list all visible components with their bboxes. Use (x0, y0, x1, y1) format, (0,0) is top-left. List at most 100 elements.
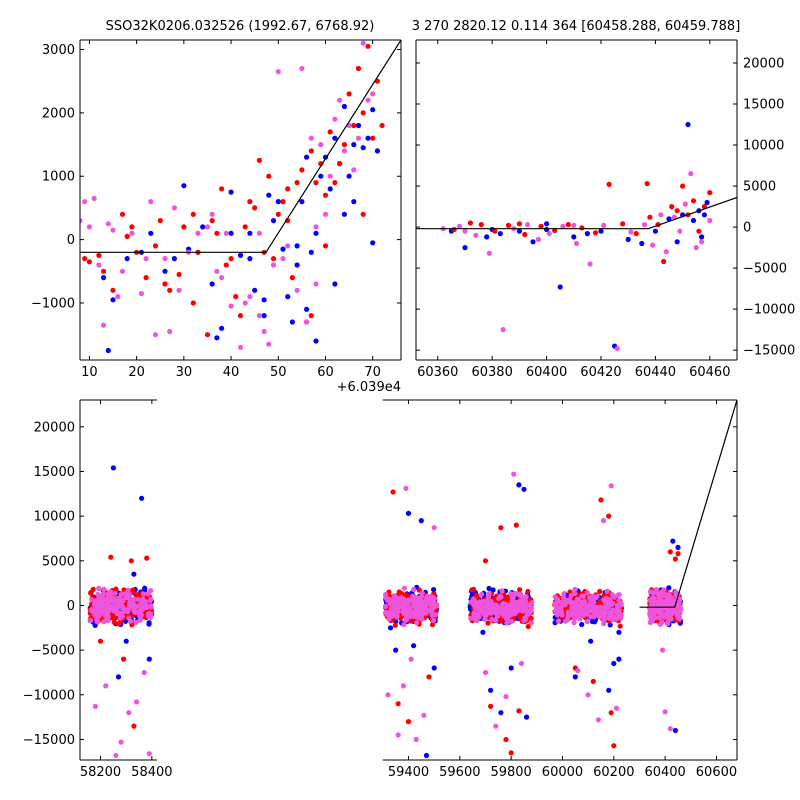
data-point-blue (675, 544, 681, 551)
data-point-pink (139, 603, 145, 609)
data-point-blue (351, 199, 357, 205)
data-point-pink (659, 589, 665, 595)
data-point-pink (555, 618, 562, 624)
data-point-pink (133, 699, 140, 705)
data-point-pink (481, 608, 487, 614)
y-tick-label: 0 (743, 221, 751, 236)
data-point-pink (341, 148, 347, 154)
data-point-blue (431, 665, 437, 671)
data-point-blue (252, 287, 258, 293)
data-point-pink (554, 596, 561, 602)
data-point-pink (400, 683, 406, 689)
data-point-blue (544, 221, 550, 227)
data-point-red (467, 220, 473, 226)
data-point-pink (127, 618, 134, 624)
data-point-blue (423, 752, 430, 759)
data-point-blue (625, 236, 631, 242)
data-point-pink (332, 116, 338, 122)
data-point-pink (650, 242, 656, 248)
data-point-pink (162, 256, 168, 262)
data-point-red (669, 204, 675, 210)
data-point-blue (285, 294, 291, 300)
data-point-pink (496, 596, 502, 602)
data-point-blue (490, 587, 496, 593)
data-point-pink (386, 616, 392, 622)
data-point-pink (247, 294, 253, 300)
data-point-pink (401, 596, 407, 602)
data-point-pink (313, 281, 319, 287)
data-point-blue (405, 510, 412, 516)
data-point-pink (148, 596, 154, 602)
data-point-pink (599, 612, 605, 618)
data-point-red (332, 180, 338, 186)
data-point-pink (471, 610, 477, 616)
data-point-pink (523, 616, 529, 622)
data-point-red (680, 183, 686, 189)
data-point-red (620, 221, 626, 227)
data-point-pink (395, 732, 401, 738)
data-point-red (674, 208, 680, 214)
data-point-pink (419, 590, 425, 596)
data-point-pink (131, 607, 137, 613)
data-point-red (525, 623, 531, 630)
data-point-red (143, 275, 149, 281)
y-tick-label: −5000 (743, 262, 787, 277)
x-tick-label: 60 (317, 365, 334, 380)
data-point-pink (107, 591, 113, 598)
data-point-pink (388, 605, 394, 612)
data-point-blue (360, 145, 366, 151)
data-point-red (360, 211, 366, 217)
y-tick-label: 5000 (42, 554, 75, 569)
data-point-blue (146, 656, 152, 662)
data-point-blue (341, 103, 347, 110)
data-point-red (405, 719, 412, 725)
data-point-red (190, 300, 196, 306)
data-point-red (299, 167, 305, 173)
data-point-pink (97, 603, 103, 609)
data-point-pink (499, 602, 505, 608)
data-point-pink (616, 592, 622, 598)
data-point-pink (518, 660, 525, 667)
data-point-red (482, 558, 489, 564)
data-point-pink (650, 590, 657, 596)
data-point-blue (346, 173, 352, 179)
data-point-red (370, 135, 376, 141)
data-point-blue (690, 217, 697, 224)
data-point-blue (670, 538, 676, 544)
data-point-pink (666, 607, 672, 614)
data-point-pink (667, 726, 673, 732)
data-point-red (233, 294, 239, 300)
data-point-pink (318, 142, 324, 148)
data-point-pink (146, 751, 152, 757)
data-point-red (111, 619, 117, 625)
data-point-red (379, 122, 385, 129)
data-point-blue (484, 234, 490, 240)
data-point-pink (137, 617, 143, 623)
data-point-red (237, 313, 244, 319)
data-point-red (470, 586, 477, 592)
data-point-red (513, 522, 519, 528)
data-point-red (403, 592, 409, 598)
x-tick-label: 60000 (542, 765, 583, 780)
data-point-pink (401, 585, 407, 591)
data-point-pink (609, 614, 615, 620)
data-point-blue (598, 228, 604, 234)
data-point-red (247, 199, 253, 205)
data-point-pink (261, 328, 267, 335)
data-point-pink (569, 600, 575, 606)
data-point-pink (129, 230, 135, 236)
x-tick-label: 59800 (490, 765, 531, 780)
y-tick-label: 1000 (42, 170, 75, 185)
data-point-pink (280, 256, 286, 262)
data-point-blue (261, 297, 267, 303)
data-point-pink (479, 591, 485, 597)
data-point-red (517, 587, 523, 593)
data-point-red (128, 558, 134, 564)
data-point-pink (546, 231, 552, 237)
data-point-red (617, 623, 623, 629)
data-point-pink (608, 483, 614, 489)
data-point-pink (509, 593, 515, 599)
data-point-blue (393, 647, 399, 653)
data-point-pink (209, 211, 215, 217)
data-point-pink (558, 604, 565, 610)
